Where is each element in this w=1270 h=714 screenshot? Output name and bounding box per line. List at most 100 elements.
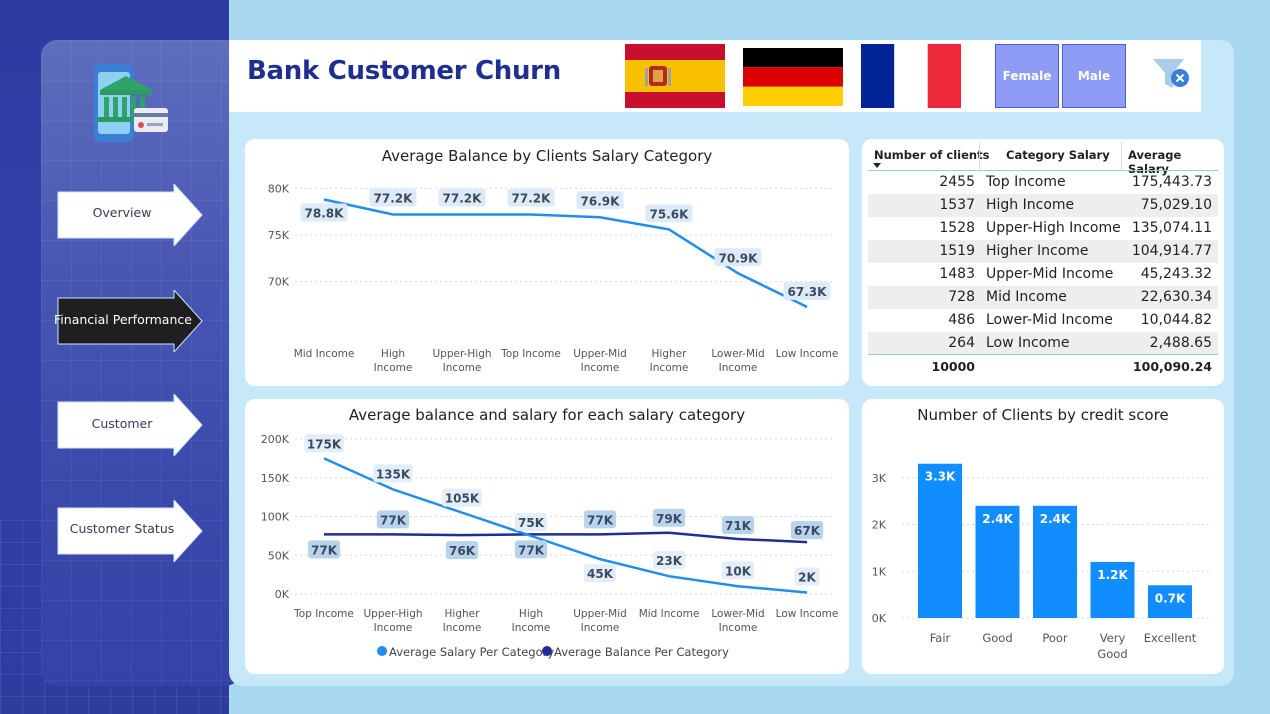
clear-filter-icon[interactable] (1150, 56, 1194, 96)
balance-data-label-bg (376, 510, 410, 529)
balance-data-label-bg (721, 515, 755, 534)
balance-data-label-bg (514, 540, 548, 559)
salary-data-label: 45K (587, 567, 614, 581)
salary-data-label: 175K (307, 437, 342, 451)
data-label: 77.2K (443, 191, 483, 205)
x-tick-label: Very Good (1097, 631, 1127, 661)
balance-data-label: 79K (656, 512, 683, 526)
chart1-title: Average Balance by Clients Salary Catego… (381, 147, 713, 165)
x-tick-label: High Income (512, 608, 551, 634)
x-tick-label: Upper-Mid Income (573, 608, 627, 634)
x-tick-label: Excellent (1144, 631, 1197, 645)
x-tick-label: Higher Income (443, 608, 482, 634)
table-header-salary[interactable]: Average Salary (1128, 148, 1182, 176)
male-filter-button[interactable]: Male (1062, 44, 1126, 108)
cell-category: Upper-High Income (986, 220, 1121, 236)
salary-data-label-bg (794, 567, 820, 586)
cell-salary: 75,029.10 (1140, 197, 1212, 213)
nav-overview-button[interactable]: Overview (56, 184, 206, 246)
sidebar-panel (41, 40, 241, 686)
salary-data-label-bg (514, 512, 548, 531)
nav-customer-status-button[interactable]: Customer Status (56, 500, 206, 562)
salary-data-label-bg (583, 564, 617, 583)
data-label-bg (438, 188, 486, 207)
y-tick-label: 2K (872, 519, 887, 532)
salary-data-label: 105K (445, 492, 480, 506)
balance-data-label-bg (307, 540, 341, 559)
arrow-shape (57, 394, 203, 456)
cell-clients: 1519 (939, 243, 975, 259)
cell-clients: 264 (948, 335, 975, 351)
total-salary: 100,090.24 (1132, 359, 1212, 374)
x-tick-label: Good (982, 631, 1012, 645)
x-tick-label: Top Income (500, 348, 561, 360)
cell-category: High Income (986, 197, 1075, 213)
table-header-category[interactable]: Category Salary (1006, 148, 1110, 162)
x-tick-label: Higher Income (650, 348, 689, 374)
bar-excellent (1148, 585, 1192, 618)
salary-data-label-bg (721, 561, 755, 580)
balance-data-label-bg (445, 541, 479, 560)
bar-poor (1033, 505, 1077, 618)
data-label: 70.9K (719, 251, 759, 265)
data-label: 77.2K (374, 191, 414, 205)
data-label-bg (507, 188, 555, 207)
cell-salary: 10,044.82 (1140, 312, 1212, 328)
data-label-bg (714, 248, 762, 267)
spain-flag-icon[interactable] (625, 44, 725, 108)
table-row[interactable]: 1537 High Income 75,029.10 (868, 194, 1218, 217)
table-header-clients[interactable]: Number of clients (874, 148, 990, 162)
salary-data-label: 10K (725, 564, 752, 578)
bar-fair (918, 463, 962, 618)
arrow-shape (57, 184, 203, 246)
total-clients: 10000 (931, 359, 976, 374)
credit-score-bar-chart: 0K 1K 2K 3K 3.3K Fair 2.4K Good 2.4K Poor 1.2K Very… (872, 463, 1212, 661)
table-row[interactable]: 264 Low Income 2,488.65 (868, 332, 1218, 355)
table-total-row: 10000 100,090.24 (868, 356, 1218, 379)
cell-clients: 1537 (939, 197, 975, 213)
table-row[interactable]: 1519 Higher Income 104,914.77 (868, 240, 1218, 263)
chart2-title: Average balance and salary for each sala… (348, 406, 746, 424)
balance-data-label: 71K (725, 519, 752, 533)
table-row[interactable]: 1483 Upper-Mid Income 45,243.32 (868, 263, 1218, 286)
nav-customer-button[interactable]: Customer (56, 394, 206, 456)
salary-data-label-bg (652, 551, 686, 570)
nav-overview-label: Overview (92, 205, 152, 220)
sort-desc-icon[interactable] (873, 163, 881, 169)
female-filter-button[interactable]: Female (995, 44, 1059, 108)
cell-salary: 45,243.32 (1140, 266, 1212, 282)
nav-financial-performance-button[interactable]: Financial Performance (54, 290, 206, 352)
data-label-bg (576, 191, 624, 210)
y-tick-label: 75K (268, 229, 290, 242)
cell-category: Top Income (986, 174, 1066, 190)
table-row[interactable]: 2455 Top Income 175,443.73 (868, 171, 1218, 194)
table-row[interactable]: 728 Mid Income 22,630.34 (868, 286, 1218, 309)
x-tick-label: Low Income (776, 608, 839, 620)
cell-clients: 486 (948, 312, 975, 328)
cell-salary: 104,914.77 (1131, 243, 1212, 259)
data-label-bg (300, 203, 348, 222)
x-tick-label: Upper-High Income (432, 348, 491, 374)
legend-label-balance: Average Balance Per Category (554, 645, 729, 659)
bar-good (975, 505, 1020, 618)
y-tick-label: 70K (268, 276, 290, 289)
cell-clients: 728 (948, 289, 975, 305)
table-row[interactable]: 486 Lower-Mid Income 10,044.82 (868, 309, 1218, 332)
legend-marker-salary (377, 646, 387, 656)
header-divider (868, 170, 1218, 171)
cell-category: Mid Income (986, 289, 1067, 305)
table-row[interactable]: 1528 Upper-High Income 135,074.11 (868, 217, 1218, 240)
bank-app-icon (94, 64, 168, 142)
balance-data-label-bg (583, 510, 617, 529)
data-label-bg (645, 204, 693, 223)
france-flag-icon[interactable] (861, 44, 961, 108)
nav-customer-status-label: Customer Status (69, 521, 175, 536)
salary-data-label: 135K (376, 467, 411, 481)
cell-salary: 22,630.34 (1140, 289, 1212, 305)
data-label-bg (783, 281, 831, 300)
germany-flag-icon[interactable] (743, 48, 843, 106)
y-tick-label: 3K (872, 472, 887, 485)
x-tick-label: Upper-Mid Income (573, 348, 627, 374)
total-divider (868, 354, 1218, 355)
x-tick-label: Fair (930, 631, 951, 645)
